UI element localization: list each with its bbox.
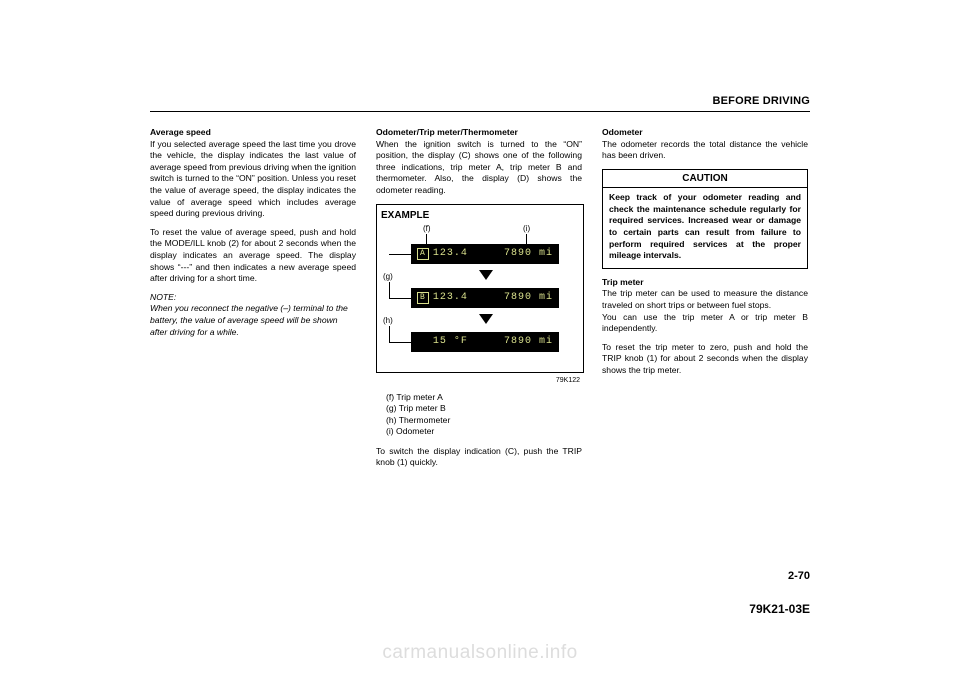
lcd-b-mode: B — [417, 292, 429, 304]
figure-number: 79K122 — [376, 376, 580, 385]
odo-trip-heading: Odometer/Trip meter/Thermometer — [376, 127, 518, 137]
header-rule — [150, 111, 810, 112]
column-2: Odometer/Trip meter/Thermometer When the… — [376, 127, 582, 476]
lcd-a-odo: 7890 mi — [504, 247, 553, 261]
lcd-a-left: A 123.4 — [417, 247, 468, 261]
leader-g-h — [389, 298, 411, 299]
leader-i — [526, 234, 527, 244]
avg-speed-para-2: To reset the value of average speed, pus… — [150, 227, 356, 285]
note-label: NOTE: — [150, 292, 176, 302]
manual-page: BEFORE DRIVING Average speed If you sele… — [150, 95, 810, 585]
avg-speed-heading: Average speed — [150, 127, 211, 137]
odo-trip-para-1: When the ignition switch is turned to th… — [376, 139, 582, 195]
leader-h-h — [389, 342, 411, 343]
column-3: Odometer The odometer records the total … — [602, 127, 808, 476]
lcd-b-left: B 123.4 — [417, 291, 468, 305]
legend-f: (f) Trip meter A — [386, 392, 582, 404]
lcd-row-a: A 123.4 7890 mi — [411, 244, 559, 264]
column-1: Average speed If you selected average sp… — [150, 127, 356, 476]
lcd-thermo-left: X 15 °F — [417, 335, 468, 349]
watermark: carmanualsonline.info — [0, 642, 960, 664]
odometer-para: The odometer records the total distance … — [602, 139, 808, 161]
callout-h: (h) — [383, 316, 393, 327]
arrow-down-icon-1 — [479, 270, 493, 280]
caution-box: CAUTION Keep track of your odometer read… — [602, 169, 808, 269]
leader-h-v — [389, 326, 390, 342]
leader-f — [426, 234, 427, 244]
caution-body: Keep track of your odometer reading and … — [603, 188, 807, 268]
lcd-row-b: B 123.4 7890 mi — [411, 288, 559, 308]
lcd-thermo-value: 15 °F — [433, 335, 468, 349]
lcd-row-thermo: X 15 °F 7890 mi — [411, 332, 559, 352]
example-figure: EXAMPLE (f) (i) A 123.4 7890 mi — [376, 204, 584, 374]
trip-meter-para-2: You can use the trip meter A or trip met… — [602, 312, 808, 334]
odometer-heading: Odometer — [602, 127, 643, 137]
avg-speed-para-1: If you selected average speed the last t… — [150, 139, 356, 219]
figure-legend: (f) Trip meter A (g) Trip meter B (h) Th… — [386, 392, 582, 438]
trip-meter-para-3: To reset the trip meter to zero, push an… — [602, 342, 808, 377]
arrow-down-icon-2 — [479, 314, 493, 324]
example-label: EXAMPLE — [381, 209, 579, 223]
legend-i: (i) Odometer — [386, 426, 582, 438]
callout-g: (g) — [383, 272, 393, 283]
lcd-a-mode: A — [417, 248, 429, 260]
caution-title: CAUTION — [603, 170, 807, 189]
lcd-b-value: 123.4 — [433, 291, 468, 305]
example-stage: (f) (i) A 123.4 7890 mi — [381, 224, 571, 364]
note-body: When you reconnect the negative (–) term… — [150, 303, 348, 336]
trip-meter-heading: Trip meter — [602, 277, 644, 287]
leader-g-v — [389, 282, 390, 298]
section-header: BEFORE DRIVING — [712, 95, 810, 107]
legend-h: (h) Thermometer — [386, 415, 582, 427]
lcd-a-value: 123.4 — [433, 247, 468, 261]
lcd-b-odo: 7890 mi — [504, 291, 553, 305]
document-code: 79K21-03E — [749, 602, 810, 616]
lcd-thermo-odo: 7890 mi — [504, 335, 553, 349]
page-number: 2-70 — [788, 570, 810, 582]
trip-meter-para-1: The trip meter can be used to measure th… — [602, 288, 808, 310]
content-columns: Average speed If you selected average sp… — [150, 127, 810, 476]
legend-g: (g) Trip meter B — [386, 403, 582, 415]
switch-display-para: To switch the display indication (C), pu… — [376, 446, 582, 469]
leader-a-h — [389, 254, 411, 255]
